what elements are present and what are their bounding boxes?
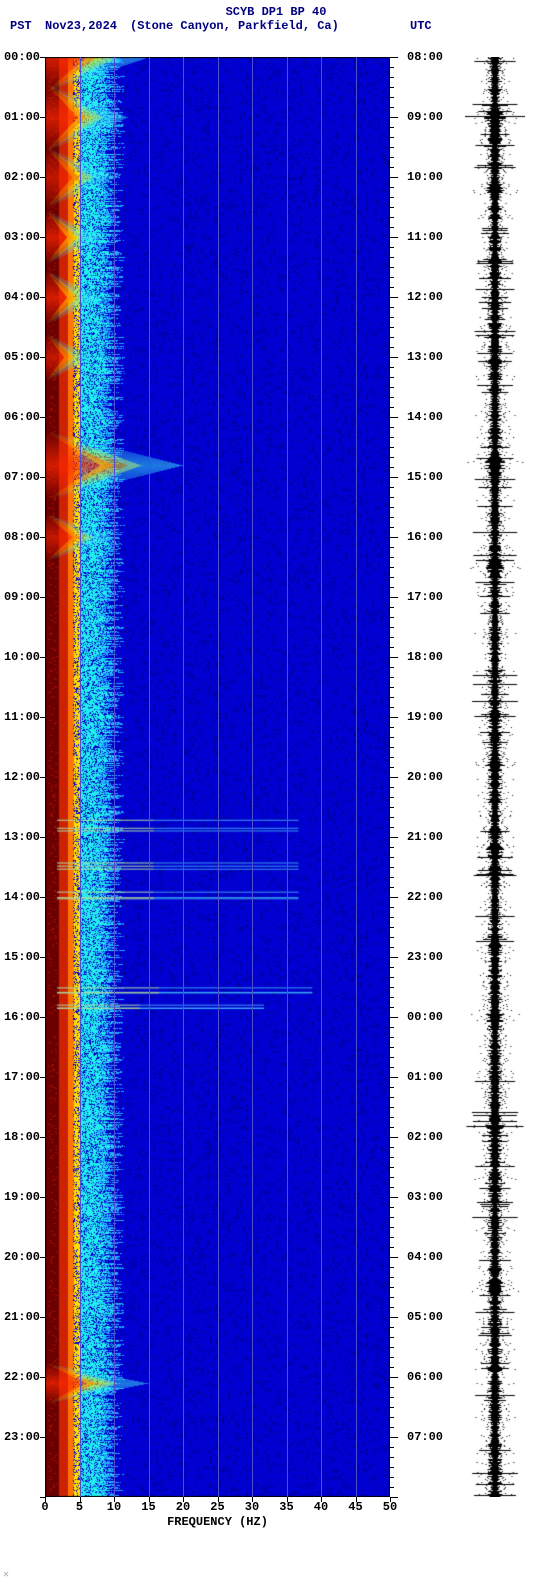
pst-label: 12:00 — [4, 770, 40, 784]
pst-label: 15:00 — [4, 950, 40, 964]
freq-label: 0 — [41, 1500, 48, 1514]
header: SCYB DP1 BP 40 PST Nov23,2024 (Stone Can… — [0, 5, 552, 19]
utc-label: 03:00 — [407, 1190, 443, 1204]
freq-label: 40 — [314, 1500, 328, 1514]
pst-label: 18:00 — [4, 1130, 40, 1144]
x-axis-title: FREQUENCY (HZ) — [45, 1515, 390, 1529]
header-right-tz: UTC — [410, 19, 432, 33]
utc-label: 07:00 — [407, 1430, 443, 1444]
pst-label: 06:00 — [4, 410, 40, 424]
pst-label: 21:00 — [4, 1310, 40, 1324]
pst-label: 20:00 — [4, 1250, 40, 1264]
waveform-canvas — [465, 57, 525, 1497]
freq-label: 50 — [383, 1500, 397, 1514]
freq-label: 45 — [348, 1500, 362, 1514]
pst-label: 09:00 — [4, 590, 40, 604]
header-location: (Stone Canyon, Parkfield, Ca) — [130, 19, 339, 33]
freq-label: 35 — [279, 1500, 293, 1514]
utc-label: 16:00 — [407, 530, 443, 544]
waveform-panel — [465, 57, 525, 1497]
pst-label: 04:00 — [4, 290, 40, 304]
pst-label: 07:00 — [4, 470, 40, 484]
header-left-tz: PST — [10, 19, 32, 33]
utc-label: 01:00 — [407, 1070, 443, 1084]
pst-label: 08:00 — [4, 530, 40, 544]
utc-label: 04:00 — [407, 1250, 443, 1264]
utc-label: 18:00 — [407, 650, 443, 664]
spectrogram-plot — [45, 57, 390, 1497]
utc-label: 08:00 — [407, 50, 443, 64]
pst-label: 03:00 — [4, 230, 40, 244]
utc-label: 23:00 — [407, 950, 443, 964]
utc-label: 05:00 — [407, 1310, 443, 1324]
utc-label: 22:00 — [407, 890, 443, 904]
utc-label: 13:00 — [407, 350, 443, 364]
freq-label: 30 — [245, 1500, 259, 1514]
pst-label: 11:00 — [4, 710, 40, 724]
utc-label: 20:00 — [407, 770, 443, 784]
freq-label: 15 — [141, 1500, 155, 1514]
freq-label: 5 — [76, 1500, 83, 1514]
freq-label: 25 — [210, 1500, 224, 1514]
pst-label: 05:00 — [4, 350, 40, 364]
freq-label: 10 — [107, 1500, 121, 1514]
pst-label: 14:00 — [4, 890, 40, 904]
utc-label: 21:00 — [407, 830, 443, 844]
utc-label: 02:00 — [407, 1130, 443, 1144]
utc-label: 14:00 — [407, 410, 443, 424]
utc-label: 06:00 — [407, 1370, 443, 1384]
pst-label: 16:00 — [4, 1010, 40, 1024]
utc-label: 00:00 — [407, 1010, 443, 1024]
header-date: Nov23,2024 — [45, 19, 117, 33]
pst-label: 19:00 — [4, 1190, 40, 1204]
freq-label: 20 — [176, 1500, 190, 1514]
utc-label: 19:00 — [407, 710, 443, 724]
utc-label: 12:00 — [407, 290, 443, 304]
pst-label: 13:00 — [4, 830, 40, 844]
utc-label: 09:00 — [407, 110, 443, 124]
corner-mark: ✕ — [3, 1569, 9, 1581]
pst-label: 17:00 — [4, 1070, 40, 1084]
pst-label: 00:00 — [4, 50, 40, 64]
utc-label: 15:00 — [407, 470, 443, 484]
header-title: SCYB DP1 BP 40 — [0, 5, 552, 19]
pst-label: 10:00 — [4, 650, 40, 664]
pst-label: 23:00 — [4, 1430, 40, 1444]
utc-label: 10:00 — [407, 170, 443, 184]
utc-label: 11:00 — [407, 230, 443, 244]
pst-label: 01:00 — [4, 110, 40, 124]
utc-label: 17:00 — [407, 590, 443, 604]
pst-label: 02:00 — [4, 170, 40, 184]
pst-label: 22:00 — [4, 1370, 40, 1384]
